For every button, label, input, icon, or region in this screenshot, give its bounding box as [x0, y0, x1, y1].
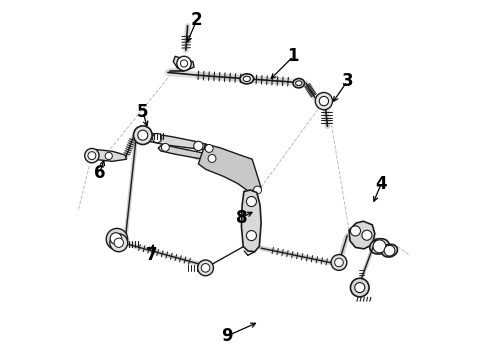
Circle shape [138, 130, 148, 140]
Polygon shape [87, 149, 126, 161]
Circle shape [152, 134, 162, 143]
Circle shape [106, 228, 128, 250]
Circle shape [105, 152, 112, 159]
Circle shape [315, 93, 333, 110]
Text: 9: 9 [221, 327, 233, 345]
Circle shape [205, 144, 213, 152]
Text: 4: 4 [375, 175, 387, 193]
Ellipse shape [293, 78, 304, 88]
Circle shape [88, 152, 96, 159]
Circle shape [201, 264, 210, 272]
Circle shape [197, 260, 214, 276]
Circle shape [110, 233, 122, 244]
Polygon shape [145, 134, 205, 149]
Circle shape [350, 278, 369, 297]
Polygon shape [242, 190, 261, 252]
Circle shape [85, 148, 99, 163]
Polygon shape [158, 144, 216, 161]
Circle shape [208, 154, 216, 162]
Text: 7: 7 [146, 246, 158, 264]
Polygon shape [198, 144, 261, 192]
Ellipse shape [382, 244, 397, 257]
Circle shape [114, 238, 123, 247]
Text: 1: 1 [288, 47, 299, 65]
Circle shape [110, 234, 128, 252]
Circle shape [133, 126, 152, 144]
Circle shape [254, 186, 262, 194]
Text: 6: 6 [94, 164, 105, 182]
Circle shape [350, 226, 361, 236]
Circle shape [373, 240, 386, 253]
Ellipse shape [243, 76, 250, 82]
Circle shape [335, 258, 343, 267]
Circle shape [384, 245, 395, 256]
Text: 3: 3 [342, 72, 353, 90]
Circle shape [194, 141, 203, 150]
Circle shape [177, 56, 191, 71]
Circle shape [161, 143, 170, 151]
Polygon shape [173, 56, 194, 71]
Text: 8: 8 [236, 209, 247, 227]
Text: 2: 2 [191, 12, 202, 30]
Circle shape [246, 197, 256, 207]
Text: 5: 5 [137, 103, 148, 121]
Circle shape [355, 283, 365, 293]
Circle shape [319, 96, 329, 106]
Polygon shape [349, 221, 375, 249]
Circle shape [246, 230, 256, 240]
Ellipse shape [295, 81, 302, 86]
Ellipse shape [240, 74, 254, 84]
Circle shape [331, 255, 347, 270]
Ellipse shape [370, 239, 389, 254]
Circle shape [180, 60, 188, 67]
Circle shape [362, 230, 372, 240]
